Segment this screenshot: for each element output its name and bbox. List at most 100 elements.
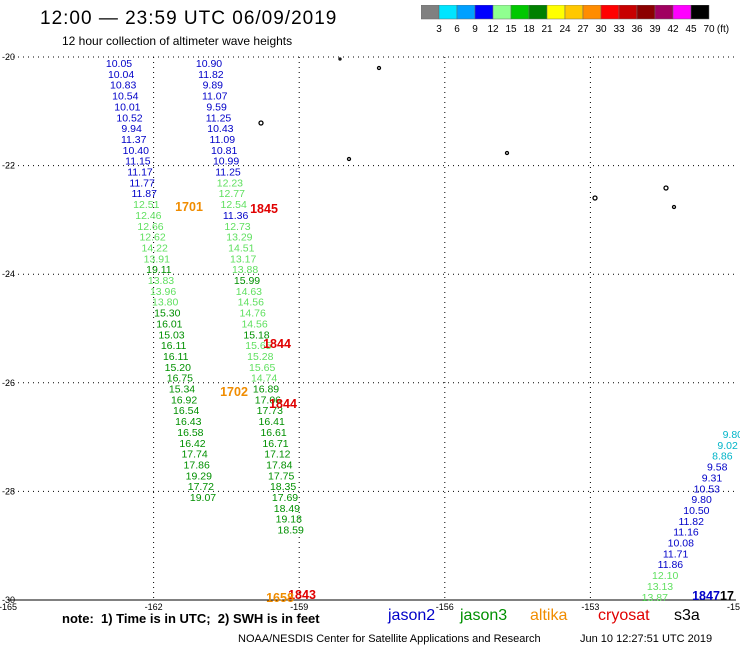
wave-height-label: 15.65: [249, 362, 275, 374]
wave-height-label: 17.84: [266, 459, 292, 471]
wave-height-label: 8.86: [712, 451, 733, 463]
wave-height-label: 11.17: [127, 167, 153, 179]
wave-height-label: 10.81: [211, 145, 237, 157]
wave-height-label: 19.07: [190, 492, 216, 504]
wave-height-label: 11.36: [223, 210, 249, 222]
map-subtitle: 12 hour collection of altimeter wave hei…: [62, 34, 293, 48]
wave-height-label: 11.25: [215, 167, 241, 179]
pass-label: 17: [720, 589, 734, 603]
wave-height-label: 10.01: [114, 101, 140, 113]
legend-jason2: jason2: [388, 607, 436, 624]
wave-height-label: 9.94: [121, 123, 142, 135]
wave-height-label: 17.86: [184, 459, 210, 471]
wave-height-label: 9.02: [717, 440, 738, 452]
wave-height-label: 17.06: [255, 394, 281, 406]
wave-height-label: 13.83: [148, 275, 174, 287]
wave-height-label: 16.75: [167, 373, 193, 385]
wave-height-label: 19.11: [146, 264, 172, 276]
wave-height-label: 16.92: [171, 394, 197, 406]
lon-label: -162: [145, 602, 163, 610]
colorbar-tick: 36: [631, 24, 643, 35]
wave-height-label: 12.10: [652, 570, 678, 582]
colorbar-tick: 9: [472, 24, 478, 35]
wave-height-label: 11.16: [673, 527, 699, 539]
wave-height-label: 12.46: [135, 210, 161, 222]
wave-height-label: 9.80: [691, 494, 712, 506]
colorbar-tick: 33: [613, 24, 625, 35]
wave-height-label: 12.73: [224, 221, 250, 233]
wave-height-label: 11.25: [206, 112, 232, 124]
wave-height-label: 15.34: [169, 384, 195, 396]
wave-height-label: 18.59: [278, 525, 304, 537]
wave-height-label: 15.18: [243, 329, 269, 341]
island: [346, 156, 352, 162]
wave-height-label: 11.71: [663, 548, 689, 560]
wave-height-label: 14.74: [251, 373, 277, 385]
colorbar-tick: 18: [523, 24, 535, 35]
wave-height-label: 10.40: [123, 145, 149, 157]
wave-height-label: 11.87: [131, 188, 157, 200]
wave-height-label: 16.41: [259, 416, 285, 428]
wave-height-label: 9.59: [206, 101, 227, 113]
wave-height-label: 11.82: [678, 516, 704, 528]
wave-height-label: 13.13: [647, 581, 673, 593]
wave-height-label: 16.01: [156, 318, 182, 330]
island: [671, 204, 677, 210]
legend-cryosat: cryosat: [598, 607, 650, 624]
wave-height-label: 12.51: [133, 199, 159, 211]
wave-height-label: 11.07: [202, 91, 228, 103]
wave-height-label: 11.37: [121, 134, 147, 146]
wave-height-label: 10.04: [108, 69, 134, 81]
wave-height-label: 10.99: [213, 156, 239, 168]
pass-label: 1702: [220, 385, 248, 399]
wave-height-label: 12.66: [137, 221, 163, 233]
wave-height-label: 10.08: [668, 538, 694, 550]
wave-height-label: 15.30: [154, 308, 180, 320]
island: [258, 120, 264, 126]
wave-height-label: 15.20: [165, 362, 191, 374]
wave-height-label: 13.91: [144, 253, 170, 265]
wave-height-label: 10.05: [106, 58, 132, 70]
wave-height-label: 13.17: [230, 253, 256, 265]
wave-height-label: 16.42: [179, 438, 205, 450]
lat-label: -30: [2, 595, 15, 605]
wave-height-label: 12.77: [219, 188, 245, 200]
island: [338, 57, 342, 61]
wave-height-label: 18.35: [270, 481, 296, 493]
island: [376, 65, 382, 71]
wave-height-label: 11.86: [658, 559, 684, 571]
wave-height-label: 13.29: [226, 232, 252, 244]
pass-label: 1658: [266, 591, 294, 605]
wave-height-label: 19.18: [276, 514, 302, 526]
colorbar-tick: 12: [487, 24, 499, 35]
wave-height-label: 10.53: [694, 483, 720, 495]
lat-label: -28: [2, 486, 15, 496]
lon-label: -159: [290, 602, 308, 610]
wave-height-label: 17.72: [188, 481, 214, 493]
wave-height-label: 9.89: [203, 80, 224, 92]
wave-height-label: 17.73: [257, 405, 283, 417]
wave-height-label: 10.50: [683, 505, 709, 517]
wave-height-label: 17.12: [264, 449, 290, 461]
wave-height-label: 16.58: [177, 427, 203, 439]
altimeter-map: -165 -162 -159 -156 -153 -150 -20 -22 -24 -26 -28 -…: [0, 52, 740, 610]
island: [504, 150, 510, 156]
lat-label: -26: [2, 378, 15, 388]
wave-height-label: 16.11: [163, 351, 189, 363]
island: [592, 195, 598, 201]
wave-height-label: 14.56: [238, 297, 264, 309]
colorbar-tick: 21: [541, 24, 553, 35]
wave-height-label: 13.88: [232, 264, 258, 276]
wave-height-label: 15.65: [245, 340, 271, 352]
wave-height-label: 12.23: [217, 177, 243, 189]
wave-height-label: 15.99: [234, 275, 260, 287]
wave-height-label: 13.96: [150, 286, 176, 298]
colorbar-tick: 3: [436, 24, 442, 35]
wave-height-label: 14.51: [228, 242, 254, 254]
legend-altika: altika: [530, 607, 568, 624]
colorbar-tick: 70: [703, 24, 715, 35]
wave-height-label: 11.15: [125, 156, 151, 168]
wave-height-label: 10.90: [196, 58, 222, 70]
lon-label: -150: [727, 602, 740, 610]
wave-height-label: 10.83: [110, 80, 136, 92]
